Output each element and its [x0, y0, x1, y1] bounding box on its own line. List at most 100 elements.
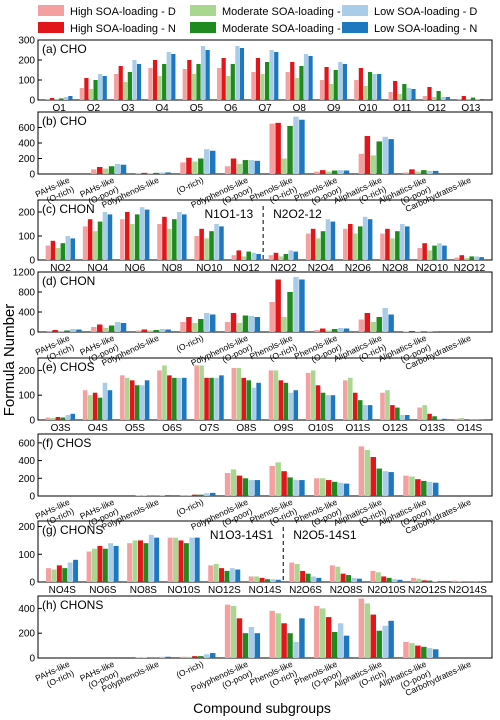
bar [92, 548, 97, 582]
bar [421, 646, 427, 658]
bar [459, 418, 465, 420]
bar [186, 495, 192, 496]
bar [364, 603, 371, 658]
bar [147, 657, 154, 658]
bar [331, 329, 338, 332]
bar [403, 172, 409, 174]
bar [283, 382, 289, 420]
bar [287, 292, 293, 332]
bar [376, 468, 382, 496]
bar [51, 569, 57, 582]
bar [91, 327, 97, 332]
bar [97, 397, 103, 420]
bar [204, 238, 209, 260]
bar [187, 60, 192, 100]
panels: 0 100 200 300 (a) CHO O1 O2 O3 O4 O5 O6 O7 O8 O9 O10 O1… [13, 36, 493, 698]
legend-label: Low SOA-loading - N [374, 23, 477, 35]
bar [248, 316, 255, 332]
bar [198, 158, 204, 174]
bar [324, 67, 329, 100]
bar [204, 493, 210, 496]
bar [59, 98, 64, 100]
panel-title: (f) CHOS [42, 436, 91, 450]
bar [417, 248, 422, 260]
bar [159, 329, 165, 332]
bar [367, 405, 373, 420]
bar [129, 224, 135, 260]
bar [315, 385, 321, 420]
y-tick-label: 400 [18, 456, 35, 467]
bar [153, 657, 159, 658]
bar [127, 72, 132, 100]
bar [456, 580, 462, 582]
bar [281, 317, 287, 332]
bar [147, 330, 154, 332]
bar [343, 483, 350, 496]
x-tick-label: N2O8S [330, 585, 363, 596]
bar [86, 551, 92, 582]
bar [114, 74, 119, 100]
bar [58, 331, 64, 332]
bar [269, 50, 274, 100]
bar [230, 469, 237, 496]
bar [287, 125, 293, 174]
bar [479, 257, 484, 260]
bar [395, 407, 400, 420]
x-tick-label: NO8S [130, 585, 158, 596]
bar [457, 99, 462, 100]
bar [475, 99, 480, 100]
bar [67, 562, 73, 582]
y-tick-label: 0 [29, 256, 35, 267]
bar [376, 317, 382, 332]
bar [375, 572, 381, 582]
bar [192, 656, 198, 658]
bar [303, 54, 309, 100]
bar [173, 537, 179, 582]
bar [183, 543, 189, 582]
bar [358, 68, 363, 100]
bar [388, 139, 394, 175]
bar [343, 635, 350, 658]
x-tick-label: NO6 [125, 263, 146, 274]
bar [144, 380, 150, 420]
bar [55, 248, 61, 260]
bar [214, 377, 219, 420]
panel-title: (a) CHO [42, 42, 87, 56]
bar [337, 170, 344, 175]
bar [454, 418, 460, 420]
bar [427, 648, 433, 658]
bar [273, 370, 279, 420]
bar [427, 413, 432, 420]
bar [299, 618, 305, 658]
bar [335, 566, 341, 582]
legend-swatch [190, 22, 216, 33]
x-tick-label: Phenols-like(O-poor) [293, 659, 344, 697]
x-tick-label: N2O2 [271, 263, 298, 274]
bar [357, 226, 363, 260]
x-tick-label: O14S [457, 423, 483, 434]
bar [165, 329, 171, 332]
panel-frame [37, 357, 493, 421]
bar [338, 62, 343, 100]
bar [189, 537, 195, 582]
bar [136, 64, 142, 100]
bar [256, 254, 261, 260]
bar [219, 226, 224, 260]
bar [194, 537, 200, 582]
panel-title: (e) CHOS [42, 360, 95, 374]
x-tick-label: O12 [427, 103, 446, 114]
bar [259, 577, 265, 582]
bar [380, 233, 385, 260]
bar [254, 633, 261, 658]
bar [102, 168, 109, 174]
bar [63, 97, 68, 100]
bar [157, 370, 162, 420]
bar [134, 385, 140, 420]
bar [386, 577, 392, 582]
bar [411, 89, 416, 100]
bar [50, 98, 55, 100]
y-tick-label: 200 [18, 208, 35, 219]
y-tick-label: 200 [18, 366, 35, 377]
panel-title: (g) CHONS [42, 523, 103, 537]
bar [162, 64, 167, 100]
